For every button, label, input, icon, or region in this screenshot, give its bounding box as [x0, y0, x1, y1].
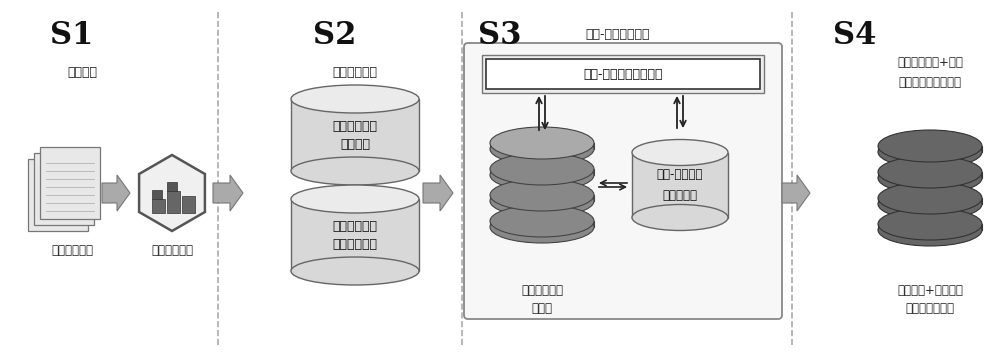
FancyArrow shape — [102, 175, 130, 211]
Polygon shape — [139, 155, 205, 231]
FancyBboxPatch shape — [34, 153, 94, 225]
Ellipse shape — [878, 214, 982, 246]
Bar — [152, 199, 164, 213]
Polygon shape — [878, 146, 982, 152]
Polygon shape — [490, 195, 594, 201]
Text: 条款解析引擎: 条款解析引擎 — [151, 245, 193, 257]
Polygon shape — [878, 198, 982, 204]
Ellipse shape — [632, 204, 728, 231]
Ellipse shape — [490, 185, 594, 217]
Text: S4: S4 — [833, 19, 877, 50]
Text: 保额计算及责: 保额计算及责 — [332, 221, 378, 233]
Bar — [166, 182, 176, 191]
FancyArrow shape — [782, 175, 810, 211]
Polygon shape — [878, 224, 982, 230]
Ellipse shape — [878, 156, 982, 188]
Ellipse shape — [878, 182, 982, 214]
Text: 条款-险种产品: 条款-险种产品 — [657, 168, 703, 181]
Polygon shape — [632, 152, 728, 217]
Ellipse shape — [878, 188, 982, 220]
Text: 析知识库: 析知识库 — [340, 138, 370, 151]
Text: S2: S2 — [313, 19, 357, 50]
Text: 生成条款解析+险种: 生成条款解析+险种 — [897, 56, 963, 70]
Text: 条款-险种产品匹配: 条款-险种产品匹配 — [586, 29, 650, 42]
Ellipse shape — [878, 208, 982, 240]
Polygon shape — [490, 169, 594, 175]
Text: 条款-险种信息匹配引擎: 条款-险种信息匹配引擎 — [583, 67, 663, 80]
FancyArrow shape — [213, 175, 243, 211]
Text: 条款搜集: 条款搜集 — [67, 66, 97, 79]
Ellipse shape — [490, 159, 594, 191]
Ellipse shape — [878, 136, 982, 168]
Polygon shape — [490, 221, 594, 227]
Ellipse shape — [490, 211, 594, 243]
Text: 对照规则库: 对照规则库 — [662, 189, 698, 202]
Ellipse shape — [490, 153, 594, 185]
Ellipse shape — [632, 139, 728, 166]
Polygon shape — [878, 172, 982, 178]
Ellipse shape — [490, 179, 594, 211]
Ellipse shape — [291, 185, 419, 213]
Ellipse shape — [291, 85, 419, 113]
Text: 数据库: 数据库 — [532, 301, 552, 315]
FancyBboxPatch shape — [482, 55, 764, 93]
FancyBboxPatch shape — [40, 147, 100, 219]
Text: 条款结构化解: 条款结构化解 — [332, 120, 378, 133]
Ellipse shape — [878, 130, 982, 162]
Polygon shape — [291, 199, 419, 271]
Ellipse shape — [490, 205, 594, 237]
Text: 任定义规则库: 任定义规则库 — [332, 239, 378, 251]
Text: S3: S3 — [478, 19, 522, 50]
Text: S1: S1 — [50, 19, 94, 50]
Bar — [166, 191, 180, 213]
Text: 全量信息数据库: 全量信息数据库 — [906, 301, 955, 315]
Ellipse shape — [490, 127, 594, 159]
Polygon shape — [291, 99, 419, 171]
Bar — [182, 196, 194, 213]
Text: 条款解析+险种产品: 条款解析+险种产品 — [897, 285, 963, 298]
Ellipse shape — [878, 162, 982, 194]
FancyBboxPatch shape — [28, 159, 88, 231]
Text: 条款解析处理: 条款解析处理 — [332, 66, 378, 79]
Bar — [152, 190, 162, 199]
Polygon shape — [490, 143, 594, 149]
Ellipse shape — [291, 157, 419, 185]
FancyBboxPatch shape — [464, 43, 782, 319]
Ellipse shape — [490, 133, 594, 165]
FancyArrow shape — [423, 175, 453, 211]
Text: 人身险条款库: 人身险条款库 — [51, 245, 93, 257]
FancyBboxPatch shape — [486, 59, 760, 89]
Ellipse shape — [291, 257, 419, 285]
Text: 条款解析结果: 条款解析结果 — [521, 285, 563, 298]
Text: 产品全量信息数据库: 产品全量信息数据库 — [899, 77, 962, 90]
